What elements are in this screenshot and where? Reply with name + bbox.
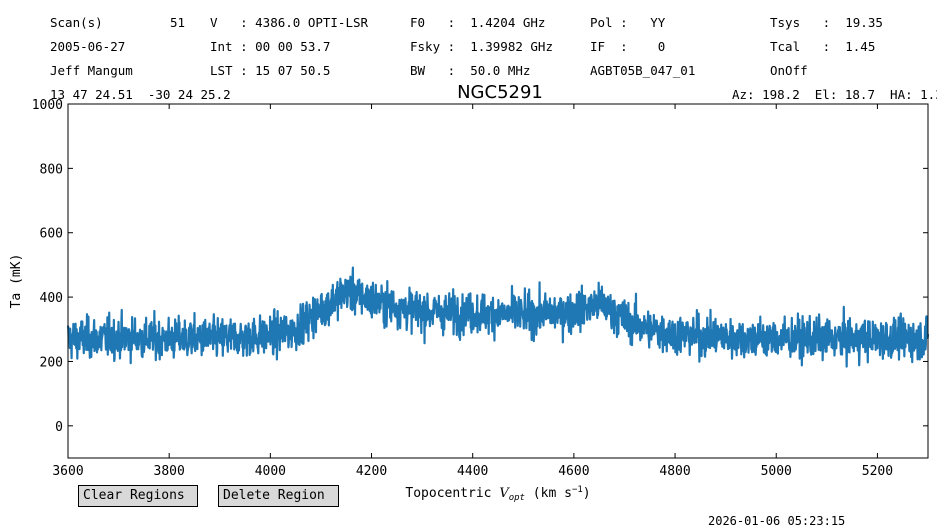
procedure-name: OnOff: [770, 63, 808, 78]
y-tick-label: 400: [40, 291, 63, 306]
x-tick-label: 3600: [52, 464, 83, 479]
velocity-info: V : 4386.0 OPTI-LSR: [210, 15, 369, 30]
x-tick-label: 3800: [154, 464, 185, 479]
bandwidth: BW : 50.0 MHz: [410, 63, 531, 78]
timestamp: 2026-01-06 05:23:15: [708, 514, 846, 528]
y-tick-label: 200: [40, 355, 63, 370]
rest-frequency: F0 : 1.4204 GHz: [410, 15, 546, 30]
sky-frequency: Fsky : 1.39982 GHz: [410, 39, 553, 54]
source-coordinates: 13 47 24.51 -30 24 25.2: [50, 87, 231, 102]
spectrum-line: [66, 266, 930, 368]
y-tick-label: 800: [40, 162, 63, 177]
x-tick-label: 4800: [659, 464, 690, 479]
clear-regions-button[interactable]: Clear Regions: [78, 485, 198, 507]
scan-label: Scan(s): [50, 15, 103, 30]
x-axis-label: Topocentric Vopt (km s−1): [405, 485, 590, 503]
cal-temperature: Tcal : 1.45: [770, 39, 876, 54]
chart-title: NGC5291: [457, 82, 543, 103]
polarization: Pol : YY: [590, 15, 666, 30]
x-tick-label: 4200: [356, 464, 387, 479]
delete-region-button[interactable]: Delete Region: [218, 485, 339, 507]
x-tick-label: 4400: [457, 464, 488, 479]
x-tick-label: 5000: [761, 464, 792, 479]
scan-number: 51: [170, 15, 186, 30]
x-tick-label: 4000: [255, 464, 286, 479]
if-number: IF : 0: [590, 39, 666, 54]
project-id: AGBT05B_047_01: [590, 63, 696, 78]
y-tick-label: 600: [40, 227, 63, 242]
y-tick-label: 0: [55, 420, 63, 435]
observation-date: 2005-06-27: [50, 39, 126, 54]
x-tick-label: 4600: [558, 464, 589, 479]
y-axis-label: Ta (mK): [9, 254, 24, 309]
x-tick-label: 5200: [862, 464, 893, 479]
lst-info: LST : 15 07 50.5: [210, 63, 331, 78]
integration-time: Int : 00 00 53.7: [210, 39, 331, 54]
az-el-ha: Az: 198.2 El: 18.7 HA: 1.3: [732, 87, 937, 102]
y-tick-label: 1000: [32, 98, 63, 113]
system-temperature: Tsys : 19.35: [770, 15, 883, 30]
plot-frame: [67, 103, 929, 459]
observer-name: Jeff Mangum: [50, 63, 133, 78]
